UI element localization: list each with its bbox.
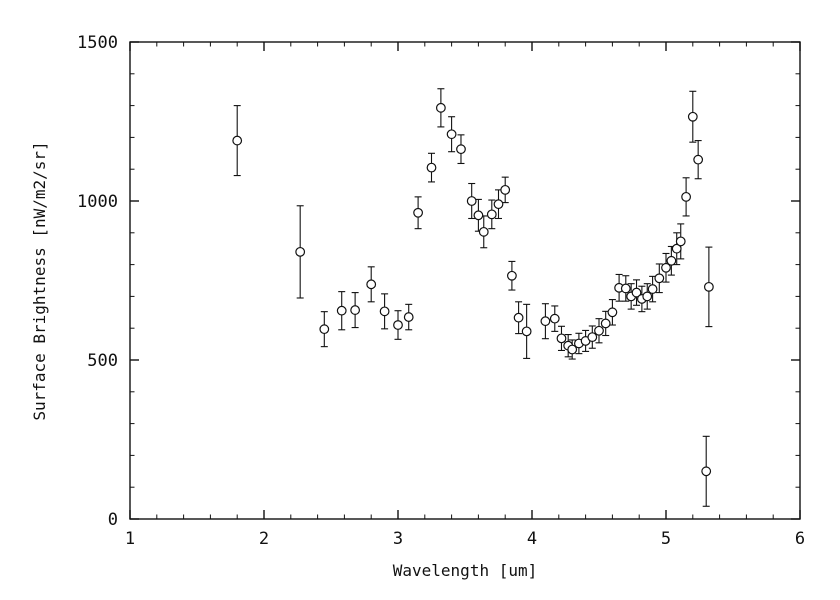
data-point <box>540 316 551 327</box>
data-point <box>435 102 446 113</box>
data-point <box>594 325 604 336</box>
data-point <box>567 344 578 355</box>
data-point <box>413 207 424 218</box>
x-tick-label: 6 <box>795 529 805 549</box>
data-point <box>587 332 598 343</box>
y-tick-label: 1000 <box>77 192 118 212</box>
data-point <box>507 270 517 281</box>
x-tick-label: 4 <box>527 529 537 549</box>
data-point <box>466 196 477 206</box>
data-point <box>521 326 532 337</box>
data-point <box>393 320 403 330</box>
data-point <box>675 236 686 247</box>
data-point <box>232 135 243 146</box>
data-point <box>647 284 658 294</box>
data-point <box>336 305 347 316</box>
x-tick-label: 2 <box>259 529 269 549</box>
data-point <box>295 246 306 257</box>
data-point <box>703 281 714 292</box>
x-tick-label: 5 <box>661 529 671 549</box>
data-point <box>513 312 524 323</box>
data-point <box>607 307 618 318</box>
data-point <box>319 324 330 335</box>
data-point <box>701 466 712 477</box>
data-point <box>379 306 390 317</box>
y-tick-label: 0 <box>108 510 118 530</box>
data-point <box>631 287 642 298</box>
data-point <box>473 210 484 221</box>
data-point <box>500 184 511 195</box>
data-point <box>681 191 691 202</box>
data-point <box>671 243 682 254</box>
data-point <box>403 312 414 322</box>
y-tick-label: 500 <box>87 351 118 371</box>
y-tick-label: 1500 <box>77 33 118 53</box>
data-point <box>600 318 611 329</box>
data-point <box>486 209 497 220</box>
data-point <box>620 283 631 294</box>
data-point <box>426 162 437 173</box>
data-point <box>642 291 653 302</box>
data-point <box>687 111 698 122</box>
x-axis-title: Wavelength [um] <box>393 561 538 580</box>
data-point <box>493 199 504 210</box>
y-axis-title: Surface Brightness [nW/m2/sr] <box>30 141 49 420</box>
data-point <box>654 273 665 284</box>
x-tick-label: 3 <box>393 529 403 549</box>
x-tick-label: 1 <box>125 529 135 549</box>
data-point <box>350 305 361 315</box>
data-point <box>478 226 489 237</box>
plot-frame <box>129 41 801 520</box>
plot-layer: 1 2 3 4 5 6 0 500 1000 1500 <box>77 33 805 549</box>
data-point <box>661 262 671 273</box>
data-point <box>693 154 704 165</box>
data-point <box>666 255 677 266</box>
data-point <box>556 333 567 344</box>
data-point <box>446 129 457 140</box>
data-point <box>549 313 560 324</box>
data-point <box>366 279 377 290</box>
data-point <box>456 144 466 155</box>
